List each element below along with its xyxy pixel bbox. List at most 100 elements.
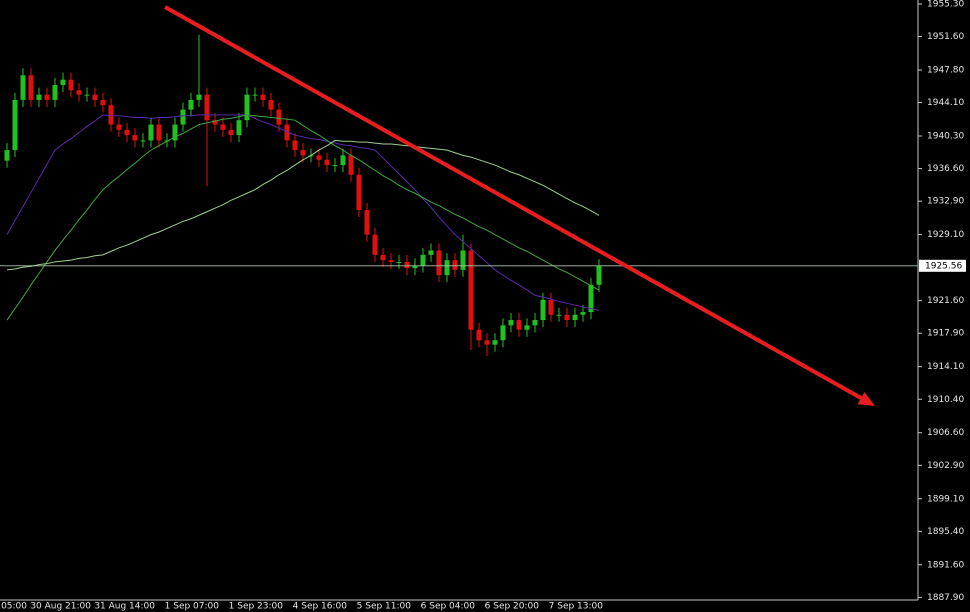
y-tick-label: 1910.40	[927, 395, 964, 405]
y-tick-label: 1932.90	[927, 197, 964, 207]
x-tick-label: 6 Sep 04:00	[421, 602, 476, 612]
y-tick-label: 1944.10	[927, 98, 964, 108]
candle-body	[556, 314, 562, 316]
candle-body	[220, 124, 226, 130]
candle-body	[268, 99, 274, 110]
candle-body	[388, 260, 394, 262]
candle-body	[476, 329, 482, 341]
candle-body	[76, 90, 82, 95]
x-tick-label: 30 Aug 21:00	[30, 602, 91, 612]
candle-body	[108, 105, 114, 125]
candle-body	[20, 75, 26, 100]
candle-body	[412, 265, 418, 269]
candle-body	[204, 94, 210, 121]
candle-body	[580, 312, 586, 315]
y-tick-label: 1947.80	[927, 65, 964, 75]
candle-body	[396, 261, 402, 263]
candle-body	[148, 124, 154, 141]
candle-body	[452, 260, 458, 270]
candle-body	[532, 320, 538, 326]
candle-body	[4, 150, 10, 161]
candle-body	[236, 120, 242, 136]
y-tick-label: 1914.10	[927, 362, 964, 372]
candle-body	[228, 129, 234, 136]
candle-body	[124, 129, 130, 136]
candle-body	[252, 94, 258, 96]
y-tick-label: 1902.90	[927, 461, 964, 471]
candle-body	[316, 155, 322, 160]
candle-body	[292, 140, 298, 151]
candle-body	[188, 99, 194, 110]
x-tick-label: 7 Sep 13:00	[549, 602, 604, 612]
candle-body	[420, 254, 426, 266]
candle-body	[436, 250, 442, 276]
candle-body	[100, 99, 106, 106]
candle-body	[548, 299, 554, 315]
candle-body	[588, 284, 594, 313]
candle-body	[36, 94, 42, 100]
plot-area	[0, 34, 918, 357]
candle-body	[572, 314, 578, 321]
moving-average-line	[6, 114, 600, 321]
y-tick-label: 1906.60	[927, 428, 964, 438]
x-tick-label: 4 Sep 16:00	[293, 602, 348, 612]
x-tick-label: 6 Sep 20:00	[485, 602, 540, 612]
x-tick-label: 5 Sep 11:00	[357, 602, 412, 612]
trend-arrow	[164, 5, 875, 406]
y-tick-label: 1917.90	[927, 329, 964, 339]
moving-average-line	[6, 139, 600, 271]
y-tick-label: 1921.60	[927, 296, 964, 306]
y-tick-label: 1951.60	[927, 32, 964, 42]
candle-body	[44, 94, 50, 100]
x-tick-label: 05:00	[1, 602, 27, 612]
candle-body	[444, 260, 450, 276]
candle-body	[172, 124, 178, 141]
candle-body	[564, 314, 570, 321]
candle-body	[364, 209, 370, 235]
candle-body	[348, 155, 354, 175]
candle-body	[260, 94, 266, 100]
y-tick-label: 1940.30	[927, 132, 964, 142]
candle-body	[68, 79, 74, 91]
candle-body	[508, 320, 514, 326]
candle-body	[300, 150, 306, 156]
candle-body	[500, 325, 506, 341]
candle-body	[212, 120, 218, 125]
candle-body	[460, 250, 466, 270]
candle-body	[492, 340, 498, 345]
candle-body	[596, 265, 602, 285]
candle-body	[372, 234, 378, 255]
candle-body	[324, 159, 330, 166]
candle-body	[340, 155, 346, 166]
candle-body	[404, 261, 410, 269]
candle-body	[180, 109, 186, 125]
candle-body	[116, 124, 122, 130]
x-tick-label: 31 Aug 14:00	[94, 602, 155, 612]
candle-body	[524, 325, 530, 330]
current-price-box	[919, 259, 966, 272]
candle-body	[276, 109, 282, 125]
candle-body	[92, 94, 98, 100]
moving-average-line	[6, 114, 600, 311]
y-tick-label: 1929.10	[927, 230, 964, 240]
y-tick-label: 1936.60	[927, 164, 964, 174]
candle-body	[12, 99, 18, 151]
current-price-label: 1925.56	[925, 261, 962, 271]
y-tick-label: 1899.10	[927, 494, 964, 504]
candle-body	[84, 94, 90, 96]
y-tick-label: 1887.90	[927, 593, 964, 603]
candle-body	[132, 135, 138, 141]
candle-body	[244, 94, 250, 121]
candle-body	[28, 75, 34, 100]
x-tick-label: 1 Sep 23:00	[229, 602, 284, 612]
candle-body	[284, 124, 290, 141]
candle-body	[356, 174, 362, 210]
arrow-head	[857, 392, 875, 406]
candle-body	[428, 250, 434, 255]
candle-body	[380, 254, 386, 261]
y-tick-label: 1895.40	[927, 527, 964, 537]
trend-line	[164, 5, 862, 400]
